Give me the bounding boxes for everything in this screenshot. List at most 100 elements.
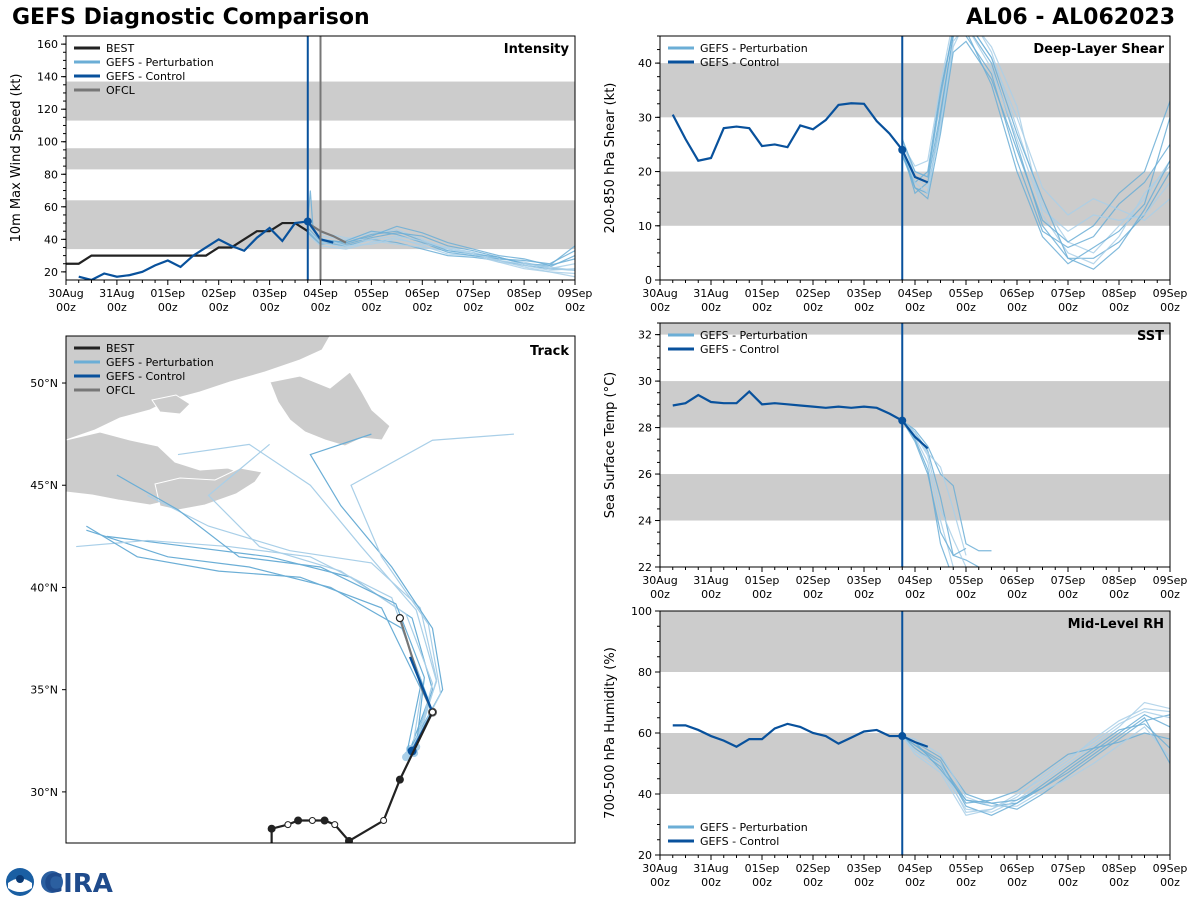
sst-panel: 22242628303230Aug00z31Aug00z01Sep00z02Se… [603, 322, 1187, 601]
shear-xtick-label: 31Aug [693, 287, 728, 300]
shear-perturbation-line [901, 36, 1170, 232]
rh-xtick-hour-label: 00z [854, 876, 874, 889]
sst-ytick-label: 24 [638, 515, 652, 528]
shear-gefs-control-line [671, 102, 929, 184]
rh-control-marker [898, 732, 907, 741]
track-best-marker [395, 775, 404, 784]
intensity-perturbation-line [307, 234, 575, 271]
shear-xtick-label: 30Aug [642, 287, 677, 300]
intensity-ytick-label: 100 [37, 136, 58, 149]
rh-panel: 2040608010030Aug00z31Aug00z01Sep00z02Sep… [603, 605, 1187, 889]
sst-xtick-hour-label: 00z [1109, 588, 1129, 601]
track-best-marker [267, 824, 276, 833]
sst-xtick-hour-label: 00z [956, 588, 976, 601]
intensity-xtick-hour-label: 00z [311, 301, 331, 314]
track-perturbation-line [106, 535, 434, 752]
intensity-xtick-hour-label: 00z [107, 301, 127, 314]
shear-perturbation-line [901, 36, 1170, 249]
intensity-xtick-hour-label: 00z [362, 301, 382, 314]
rh-xtick-label: 03Sep [847, 862, 882, 875]
sst-title: SST [1137, 329, 1164, 344]
intensity-xtick-label: 31Aug [99, 287, 134, 300]
track-lat-label: 30°N [30, 786, 58, 799]
sst-xtick-hour-label: 00z [752, 588, 772, 601]
rh-xtick-label: 06Sep [1000, 862, 1035, 875]
shear-ytick-label: 10 [638, 220, 652, 233]
track-perturbation-line [116, 474, 425, 747]
shear-xtick-hour-label: 00z [752, 301, 772, 314]
land-mass [154, 467, 263, 511]
sst-xtick-label: 05Sep [949, 574, 984, 587]
rh-title: Mid-Level RH [1068, 617, 1164, 632]
shear-xtick-hour-label: 00z [905, 301, 925, 314]
rh-xtick-hour-label: 00z [650, 876, 670, 889]
shear-xtick-hour-label: 00z [1160, 301, 1180, 314]
figure-title: GEFS Diagnostic Comparison [12, 5, 370, 30]
intensity-ytick-label: 80 [44, 168, 58, 181]
rh-xtick-hour-label: 00z [1058, 876, 1078, 889]
track-best-marker [320, 816, 329, 825]
intensity-xtick-hour-label: 00z [463, 301, 483, 314]
intensity-xtick-hour-label: 00z [260, 301, 280, 314]
sst-xtick-label: 04Sep [898, 574, 933, 587]
sst-xtick-label: 06Sep [1000, 574, 1035, 587]
rh-ytick-label: 100 [631, 605, 652, 618]
sst-xtick-hour-label: 00z [650, 588, 670, 601]
shear-xtick-hour-label: 00z [650, 301, 670, 314]
sst-perturbation-line [901, 420, 992, 552]
intensity-panel: 2040608010012014016030Aug00z31Aug00z01Se… [9, 35, 592, 314]
rh-ylabel: 700-500 hPa Humidity (%) [603, 647, 618, 819]
shear-band [660, 63, 1170, 118]
sst-band [660, 474, 1170, 521]
sst-control-marker [898, 416, 907, 425]
rh-legend-label: GEFS - Control [700, 835, 779, 848]
sst-ytick-label: 28 [638, 422, 652, 435]
rh-ytick-label: 60 [638, 727, 652, 740]
noaa-cira-logo: CIRA [6, 868, 113, 898]
rh-perturbation-line [901, 707, 1170, 813]
intensity-xtick-label: 07Sep [456, 287, 491, 300]
shear-xtick-hour-label: 00z [1109, 301, 1129, 314]
track-legend-label: GEFS - Control [106, 370, 185, 383]
sst-ylabel: Sea Surface Temp (°C) [603, 372, 618, 519]
sst-perturbation-line [901, 420, 967, 556]
shear-xtick-hour-label: 00z [1058, 301, 1078, 314]
intensity-xtick-hour-label: 00z [209, 301, 229, 314]
sst-xtick-label: 02Sep [796, 574, 831, 587]
sst-xtick-hour-label: 00z [905, 588, 925, 601]
intensity-xtick-label: 05Sep [354, 287, 389, 300]
shear-xtick-label: 06Sep [1000, 287, 1035, 300]
rh-xtick-label: 31Aug [693, 862, 728, 875]
shear-panel: 01020304030Aug00z31Aug00z01Sep00z02Sep00… [603, 35, 1187, 314]
intensity-xtick-hour-label: 00z [514, 301, 534, 314]
land-mass [66, 336, 331, 441]
rh-xtick-hour-label: 00z [956, 876, 976, 889]
intensity-best-line [66, 221, 309, 265]
shear-legend-label: GEFS - Control [700, 56, 779, 69]
storm-id: AL06 - AL062023 [966, 5, 1175, 30]
track-best-marker [284, 821, 292, 829]
intensity-ylabel: 10m Max Wind Speed (kt) [9, 74, 24, 243]
cira-globe-icon [41, 871, 63, 893]
rh-xtick-hour-label: 00z [1160, 876, 1180, 889]
track-perturbation-line [76, 539, 423, 752]
shear-xtick-hour-label: 00z [803, 301, 823, 314]
cira-logo-text: CIRA [44, 869, 113, 898]
sst-xtick-hour-label: 00z [854, 588, 874, 601]
intensity-xtick-label: 06Sep [405, 287, 440, 300]
intensity-legend-label: BEST [106, 42, 134, 55]
sst-ytick-label: 22 [638, 561, 652, 574]
intensity-perturbation-line [307, 225, 575, 270]
sst-xtick-hour-label: 00z [803, 588, 823, 601]
sst-xtick-hour-label: 00z [1160, 588, 1180, 601]
track-best-marker [308, 817, 316, 825]
rh-xtick-label: 01Sep [745, 862, 780, 875]
rh-xtick-label: 02Sep [796, 862, 831, 875]
intensity-legend-label: GEFS - Control [106, 70, 185, 83]
intensity-xtick-hour-label: 00z [56, 301, 76, 314]
sst-ytick-label: 30 [638, 375, 652, 388]
track-best-marker [380, 817, 388, 825]
sst-xtick-label: 31Aug [693, 574, 728, 587]
shear-xtick-hour-label: 00z [701, 301, 721, 314]
